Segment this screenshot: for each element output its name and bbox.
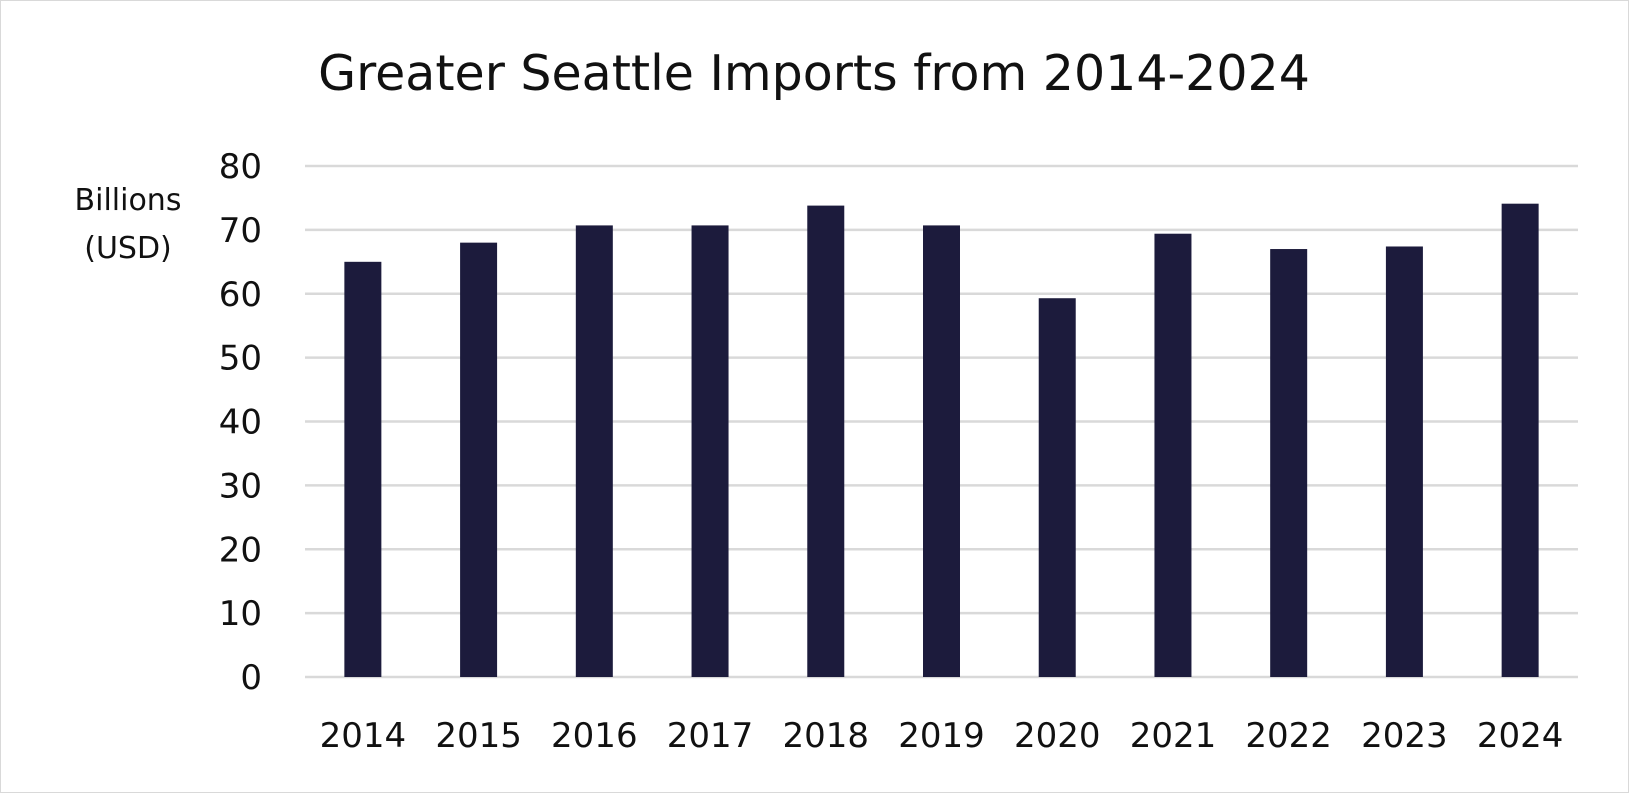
y-tick-label: 0 xyxy=(240,658,262,698)
gridlines xyxy=(305,164,1578,679)
bar-2024 xyxy=(1501,203,1539,677)
x-tick-label: 2015 xyxy=(435,716,522,756)
y-tick-label: 70 xyxy=(219,211,262,251)
x-tick-label: 2021 xyxy=(1130,716,1217,756)
bar-2019 xyxy=(923,225,960,677)
bars xyxy=(344,203,1539,678)
y-axis-label-line-1: Billions xyxy=(75,183,182,218)
y-tick-label: 60 xyxy=(219,275,262,315)
x-tick-label: 2017 xyxy=(667,716,754,756)
y-axis-ticks: 0 10 20 30 40 50 60 70 80 xyxy=(219,147,262,698)
y-tick-label: 10 xyxy=(219,594,262,634)
x-axis-ticks: 2014 2015 2016 2017 2018 2019 2020 2021 2022 2023… xyxy=(320,716,1564,756)
x-tick-label: 2023 xyxy=(1361,716,1448,756)
x-tick-label: 2018 xyxy=(783,716,870,756)
y-tick-label: 20 xyxy=(219,530,262,570)
bar-2018 xyxy=(807,205,845,678)
y-axis-label-line-2: (USD) xyxy=(84,231,172,266)
x-tick-label: 2016 xyxy=(551,716,638,756)
chart-title: Greater Seattle Imports from 2014-2024 xyxy=(318,45,1310,102)
x-tick-label: 2020 xyxy=(1014,716,1101,756)
bar-2017 xyxy=(691,225,729,677)
x-tick-label: 2014 xyxy=(320,716,407,756)
y-tick-label: 40 xyxy=(219,403,262,443)
y-tick-label: 30 xyxy=(219,466,262,506)
bar-2023 xyxy=(1385,246,1423,678)
bar-2021 xyxy=(1154,233,1192,677)
x-tick-label: 2019 xyxy=(898,716,985,756)
bar-2015 xyxy=(460,242,498,677)
bar-2016 xyxy=(575,225,613,677)
bar-2022 xyxy=(1270,249,1308,677)
bar-2014 xyxy=(344,261,382,677)
y-tick-label: 50 xyxy=(219,339,262,379)
bar-2020 xyxy=(1038,298,1076,677)
x-tick-label: 2024 xyxy=(1477,716,1564,756)
y-tick-label: 80 xyxy=(219,147,262,187)
x-tick-label: 2022 xyxy=(1245,716,1332,756)
